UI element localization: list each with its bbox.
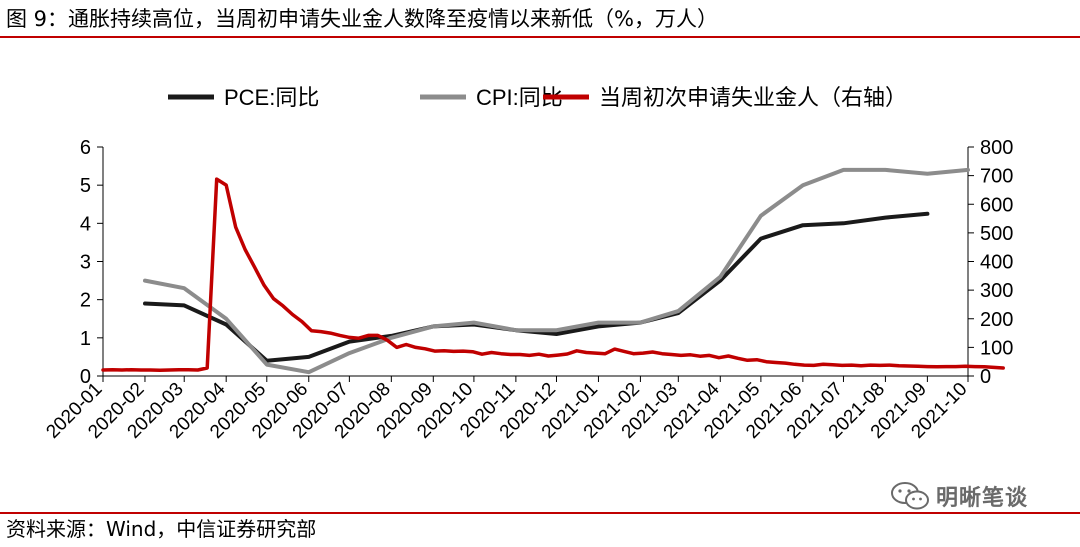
source-note: 资料来源：Wind，中信证券研究部 (6, 517, 317, 541)
figure-title: 图 9：通胀持续高位，当周初申请失业金人数降至疫情以来新低（%，万人） (6, 7, 718, 31)
y-right-tick-label: 100 (980, 337, 1013, 359)
y-right-tick-label: 200 (980, 309, 1013, 331)
watermark-text: 明晰笔谈 (936, 486, 1029, 511)
title-divider (0, 36, 1080, 38)
y-left-tick-label: 4 (80, 213, 91, 235)
y-right-tick-label: 800 (980, 137, 1013, 159)
series-line-1 (143, 211, 930, 363)
y-right-tick-label: 700 (980, 166, 1013, 188)
y-left-tick-label: 3 (80, 252, 91, 274)
y-right-tick-label: 300 (980, 280, 1013, 302)
y-left-tick-label: 1 (80, 328, 91, 350)
y-left-tick-label: 0 (80, 366, 91, 388)
y-left-tick-label: 5 (80, 175, 91, 197)
series-line-2 (143, 167, 970, 375)
y-right-tick-label: 600 (980, 194, 1013, 216)
figure-title-bar: 图 9：通胀持续高位，当周初申请失业金人数降至疫情以来新低（%，万人） (6, 4, 1074, 36)
y-left-tick-label: 2 (80, 290, 91, 312)
legend-label-3: 当周初次申请失业金人（右轴） (599, 85, 907, 110)
watermark: 明晰笔谈 (890, 478, 1028, 514)
y-right-tick-label: 500 (980, 223, 1013, 245)
wechat-icon (891, 482, 929, 510)
series-line-3 (101, 177, 1005, 373)
footer-divider (0, 512, 1080, 514)
y-left-tick-label: 6 (80, 137, 91, 159)
y-right-tick-label: 400 (980, 252, 1013, 274)
y-right-tick-label: 0 (980, 366, 991, 388)
legend-label-1: PCE:同比 (224, 85, 319, 110)
